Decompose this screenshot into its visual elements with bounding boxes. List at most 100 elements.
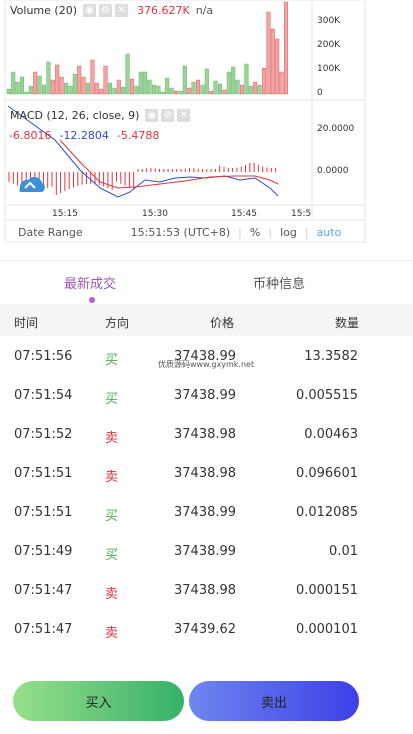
volume-axis-label: 100K — [317, 64, 341, 74]
tab-latest-trades[interactable]: 最新成交 — [64, 277, 117, 292]
sell-button[interactable]: 卖出 — [189, 681, 359, 721]
volume-bar — [200, 84, 205, 95]
header-time: 时间 — [14, 316, 39, 330]
volume-bar — [165, 77, 170, 95]
tab-coin-info[interactable]: 币种信息 — [253, 277, 306, 292]
volume-bar — [239, 84, 244, 95]
gear-icon[interactable]: ⚙ — [99, 4, 112, 17]
volume-bar — [42, 84, 47, 95]
auto-toggle[interactable]: auto — [316, 225, 342, 239]
trade-row: 07:51:47 卖 37439.62 0.000101 — [0, 612, 413, 651]
signal-line — [59, 139, 279, 189]
volume-bar — [253, 81, 258, 95]
chart-canvas[interactable] — [0, 0, 413, 258]
volume-bar — [217, 83, 222, 95]
volume-bar — [279, 71, 284, 95]
trade-price: 37438.99 — [174, 505, 237, 520]
volume-bar — [112, 87, 117, 95]
trade-row: 07:51:51 买 37438.99 0.012085 — [0, 495, 413, 534]
macd-line — [7, 105, 279, 198]
trade-row: 07:51:49 买 37438.99 0.01 — [0, 534, 413, 573]
volume-bar — [77, 65, 82, 95]
volume-bar — [99, 88, 104, 95]
volume-bar — [138, 71, 143, 95]
trade-quantity: 0.012085 — [295, 505, 358, 520]
volume-bar — [262, 67, 267, 95]
date-range-button[interactable]: Date Range — [18, 225, 83, 239]
trade-row: 07:51:52 卖 37438.98 0.00463 — [0, 417, 413, 456]
header-quantity: 数量 — [335, 316, 360, 330]
separator: | — [304, 225, 309, 239]
trade-quantity: 0.005515 — [295, 388, 358, 403]
volume-axis-label: 0 — [317, 88, 323, 98]
trade-time: 07:51:47 — [14, 583, 73, 598]
trade-row: 07:51:51 卖 37438.98 0.096601 — [0, 456, 413, 495]
volume-bar — [178, 90, 183, 95]
macd-value: -6.8016 — [9, 129, 52, 142]
cloud-logo-icon — [19, 176, 45, 192]
volume-axis-label: 200K — [317, 40, 341, 50]
volume-bar — [46, 61, 51, 95]
trade-time: 07:51:56 — [14, 349, 73, 364]
close-icon[interactable]: ✕ — [177, 109, 191, 122]
eye-icon[interactable]: ◉ — [83, 4, 96, 17]
volume-bar — [222, 89, 227, 95]
volume-bar — [169, 87, 174, 95]
trade-row: 07:51:56 买 37438.99 13.3582 — [0, 339, 413, 378]
volume-bar — [156, 85, 161, 95]
volume-bar — [121, 86, 126, 95]
volume-bar — [94, 82, 99, 95]
volume-bar — [15, 81, 20, 95]
trade-side: 卖 — [105, 587, 119, 602]
trade-price: 37438.98 — [174, 583, 237, 598]
time-axis-label: 15:45 — [231, 209, 257, 219]
close-icon[interactable]: ✕ — [115, 4, 128, 17]
volume-bar — [226, 71, 231, 95]
volume-bar — [284, 1, 289, 95]
trade-side: 买 — [105, 392, 119, 407]
volume-bar — [85, 82, 90, 95]
volume-bar — [37, 75, 42, 95]
trade-time: 07:51:51 — [14, 505, 73, 520]
volume-bar — [244, 63, 249, 95]
trade-time: 07:51:51 — [14, 466, 73, 481]
volume-bar — [235, 79, 240, 95]
header-price: 价格 — [210, 316, 235, 330]
volume-bar — [33, 71, 38, 95]
volume-bar — [248, 85, 253, 95]
volume-bar — [191, 81, 196, 95]
trade-side: 卖 — [105, 626, 119, 641]
volume-bar — [209, 90, 214, 95]
volume-bar — [63, 82, 68, 95]
macd-values: -6.8016 -12.2804 -5.4788 — [9, 129, 159, 142]
trade-side: 买 — [105, 548, 119, 563]
trade-time: 07:51:47 — [14, 622, 73, 637]
volume-title: Volume (20) — [10, 4, 77, 17]
trade-quantity: 0.096601 — [295, 466, 358, 481]
eye-icon[interactable]: ◉ — [145, 109, 159, 122]
volume-bar — [151, 84, 156, 95]
trade-row: 07:51:54 买 37438.99 0.005515 — [0, 378, 413, 417]
macd-indicator-header: MACD (12, 26, close, 9) ◉ ⚙ ✕ — [10, 109, 193, 122]
histogram-value: -5.4788 — [116, 129, 160, 142]
trades-table-header: 时间 方向 价格 数量 — [0, 304, 413, 336]
action-bar: 买入 卖出 — [0, 664, 413, 734]
chart-time: 15:51:53 (UTC+8) — [130, 225, 231, 239]
volume-bar — [125, 53, 130, 95]
gear-icon[interactable]: ⚙ — [161, 109, 175, 122]
buy-button[interactable]: 买入 — [13, 681, 184, 721]
volume-value: 376.627K — [137, 4, 190, 17]
volume-bar — [129, 78, 134, 95]
volume-bar — [72, 73, 77, 95]
volume-bar — [107, 82, 112, 95]
trade-quantity: 0.01 — [329, 544, 358, 559]
volume-bar — [11, 71, 16, 95]
trade-quantity: 0.000101 — [295, 622, 358, 637]
watermark: 优质源码www.gxymk.net — [158, 360, 255, 369]
chart-panel[interactable]: Volume (20) ◉ ⚙ ✕ 376.627K n/a MACD (12,… — [0, 0, 413, 258]
log-toggle[interactable]: log — [280, 225, 297, 239]
percent-toggle[interactable]: % — [249, 225, 261, 239]
active-tab-indicator — [89, 297, 95, 303]
trade-side: 买 — [105, 509, 119, 524]
volume-bar — [160, 91, 165, 95]
